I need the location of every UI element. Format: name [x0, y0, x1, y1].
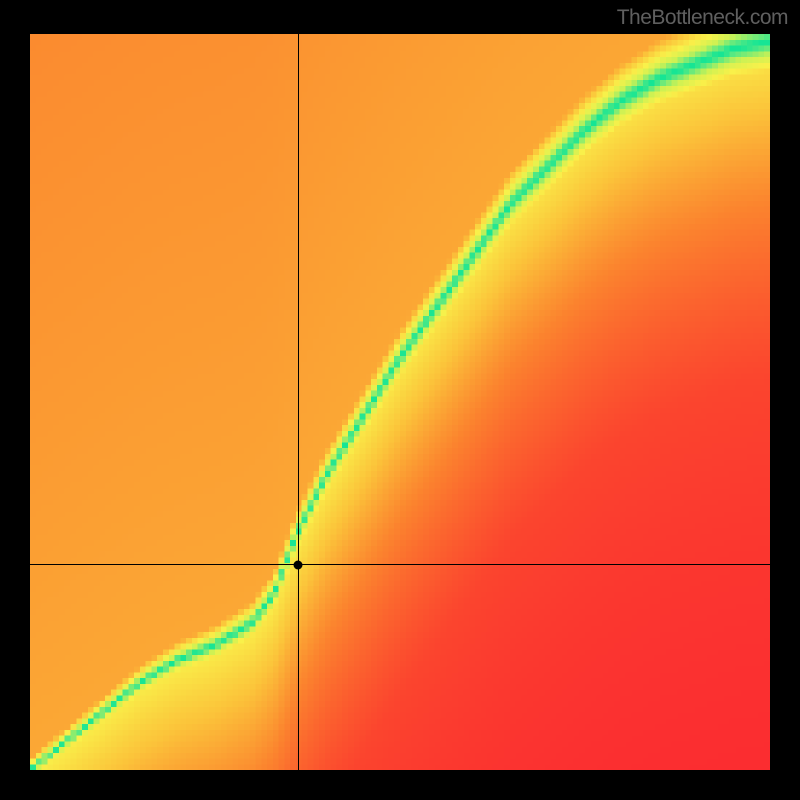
crosshair-horizontal [30, 564, 770, 565]
heatmap-canvas [30, 34, 770, 770]
intersection-marker [293, 561, 302, 570]
attribution-text: TheBottleneck.com [0, 0, 800, 32]
heatmap-plot [30, 34, 770, 770]
crosshair-vertical [298, 34, 299, 770]
plot-container [0, 32, 800, 800]
